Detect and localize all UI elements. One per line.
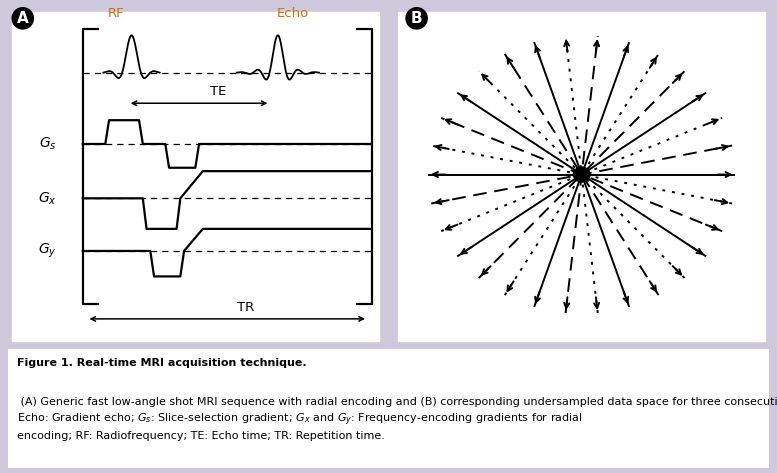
FancyBboxPatch shape — [398, 11, 765, 341]
Text: Echo: Echo — [277, 7, 309, 20]
Text: RF: RF — [108, 7, 125, 20]
Text: A: A — [17, 11, 29, 26]
Text: $G_s$: $G_s$ — [39, 136, 57, 152]
Text: B: B — [411, 11, 423, 26]
Text: TR: TR — [237, 301, 255, 314]
Text: $G_x$: $G_x$ — [38, 190, 57, 207]
FancyBboxPatch shape — [12, 11, 379, 341]
Circle shape — [573, 167, 590, 182]
Text: Figure 1. Real-time MRI acquisition technique.: Figure 1. Real-time MRI acquisition tech… — [17, 359, 307, 368]
Text: $G_y$: $G_y$ — [38, 242, 57, 260]
Text: TE: TE — [210, 85, 226, 98]
Text: (A) Generic fast low-angle shot MRI sequence with radial encoding and (B) corres: (A) Generic fast low-angle shot MRI sequ… — [17, 397, 777, 441]
FancyBboxPatch shape — [8, 349, 769, 468]
